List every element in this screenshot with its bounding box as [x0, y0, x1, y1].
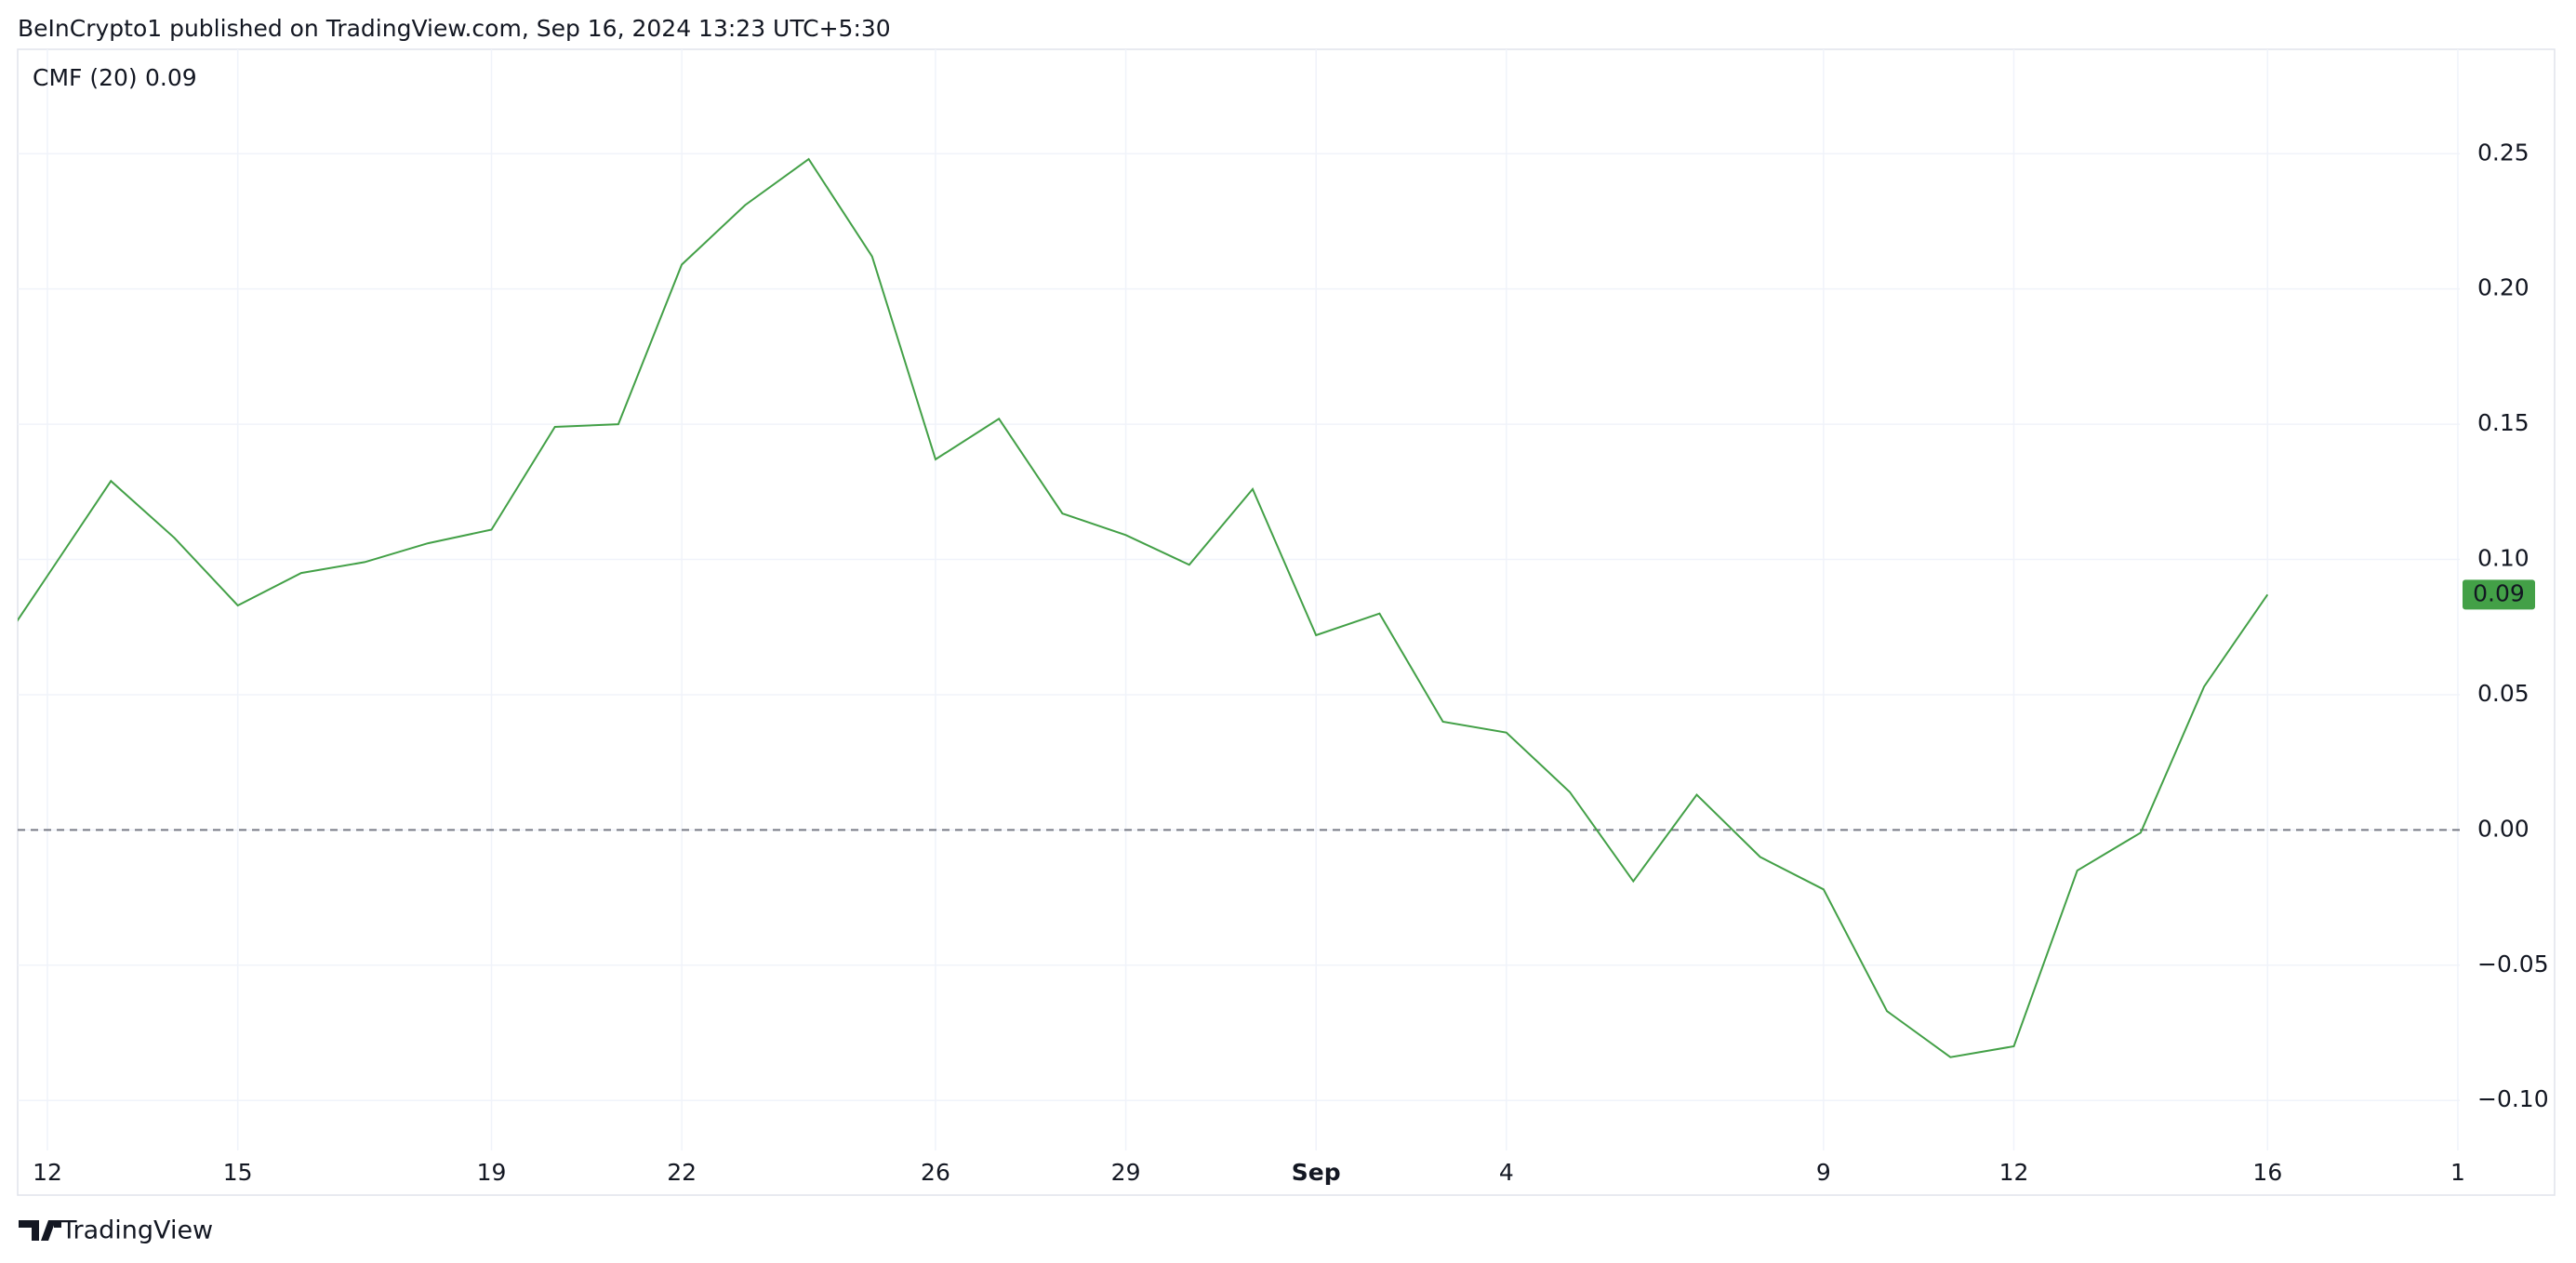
y-tick-label: −0.10 [2477, 1085, 2549, 1112]
x-tick-label: 4 [1499, 1159, 1514, 1186]
x-tick-label: 26 [921, 1159, 950, 1186]
attribution: BeInCrypto1 published on TradingView.com… [18, 15, 891, 42]
x-tick-label: 15 [223, 1159, 253, 1186]
x-tick-label: 19 [477, 1159, 507, 1186]
y-tick-label: 0.10 [2477, 545, 2530, 572]
y-tick-label: 0.20 [2477, 274, 2530, 301]
grid [18, 49, 2460, 1150]
legend-value: 0.09 [145, 64, 197, 91]
y-tick-label: 0.15 [2477, 409, 2530, 436]
chart-frame [17, 48, 2556, 1196]
x-tick-label: 22 [667, 1159, 697, 1186]
y-tick-label: −0.05 [2477, 951, 2549, 977]
x-tick-label: 29 [1111, 1159, 1141, 1186]
x-tick-label: 9 [1816, 1159, 1831, 1186]
brand-logo [19, 1220, 61, 1241]
cmf-line [18, 157, 2269, 1058]
x-tick-label: 12 [33, 1159, 62, 1186]
x-tick-label: 16 [2252, 1159, 2282, 1186]
x-tick-label: Sep [1292, 1159, 1341, 1186]
x-tick-label: 1 [2450, 1159, 2465, 1186]
y-tick-label: 0.25 [2477, 139, 2530, 166]
x-tick-label: 12 [1999, 1159, 2029, 1186]
legend-name: CMF (20) [33, 64, 138, 91]
last-value-badge [2463, 579, 2535, 610]
last-value-label: 0.09 [2473, 579, 2525, 606]
y-tick-label: 0.00 [2477, 815, 2530, 842]
brand-name: TradingView [60, 1216, 213, 1245]
y-tick-label: 0.05 [2477, 680, 2530, 707]
